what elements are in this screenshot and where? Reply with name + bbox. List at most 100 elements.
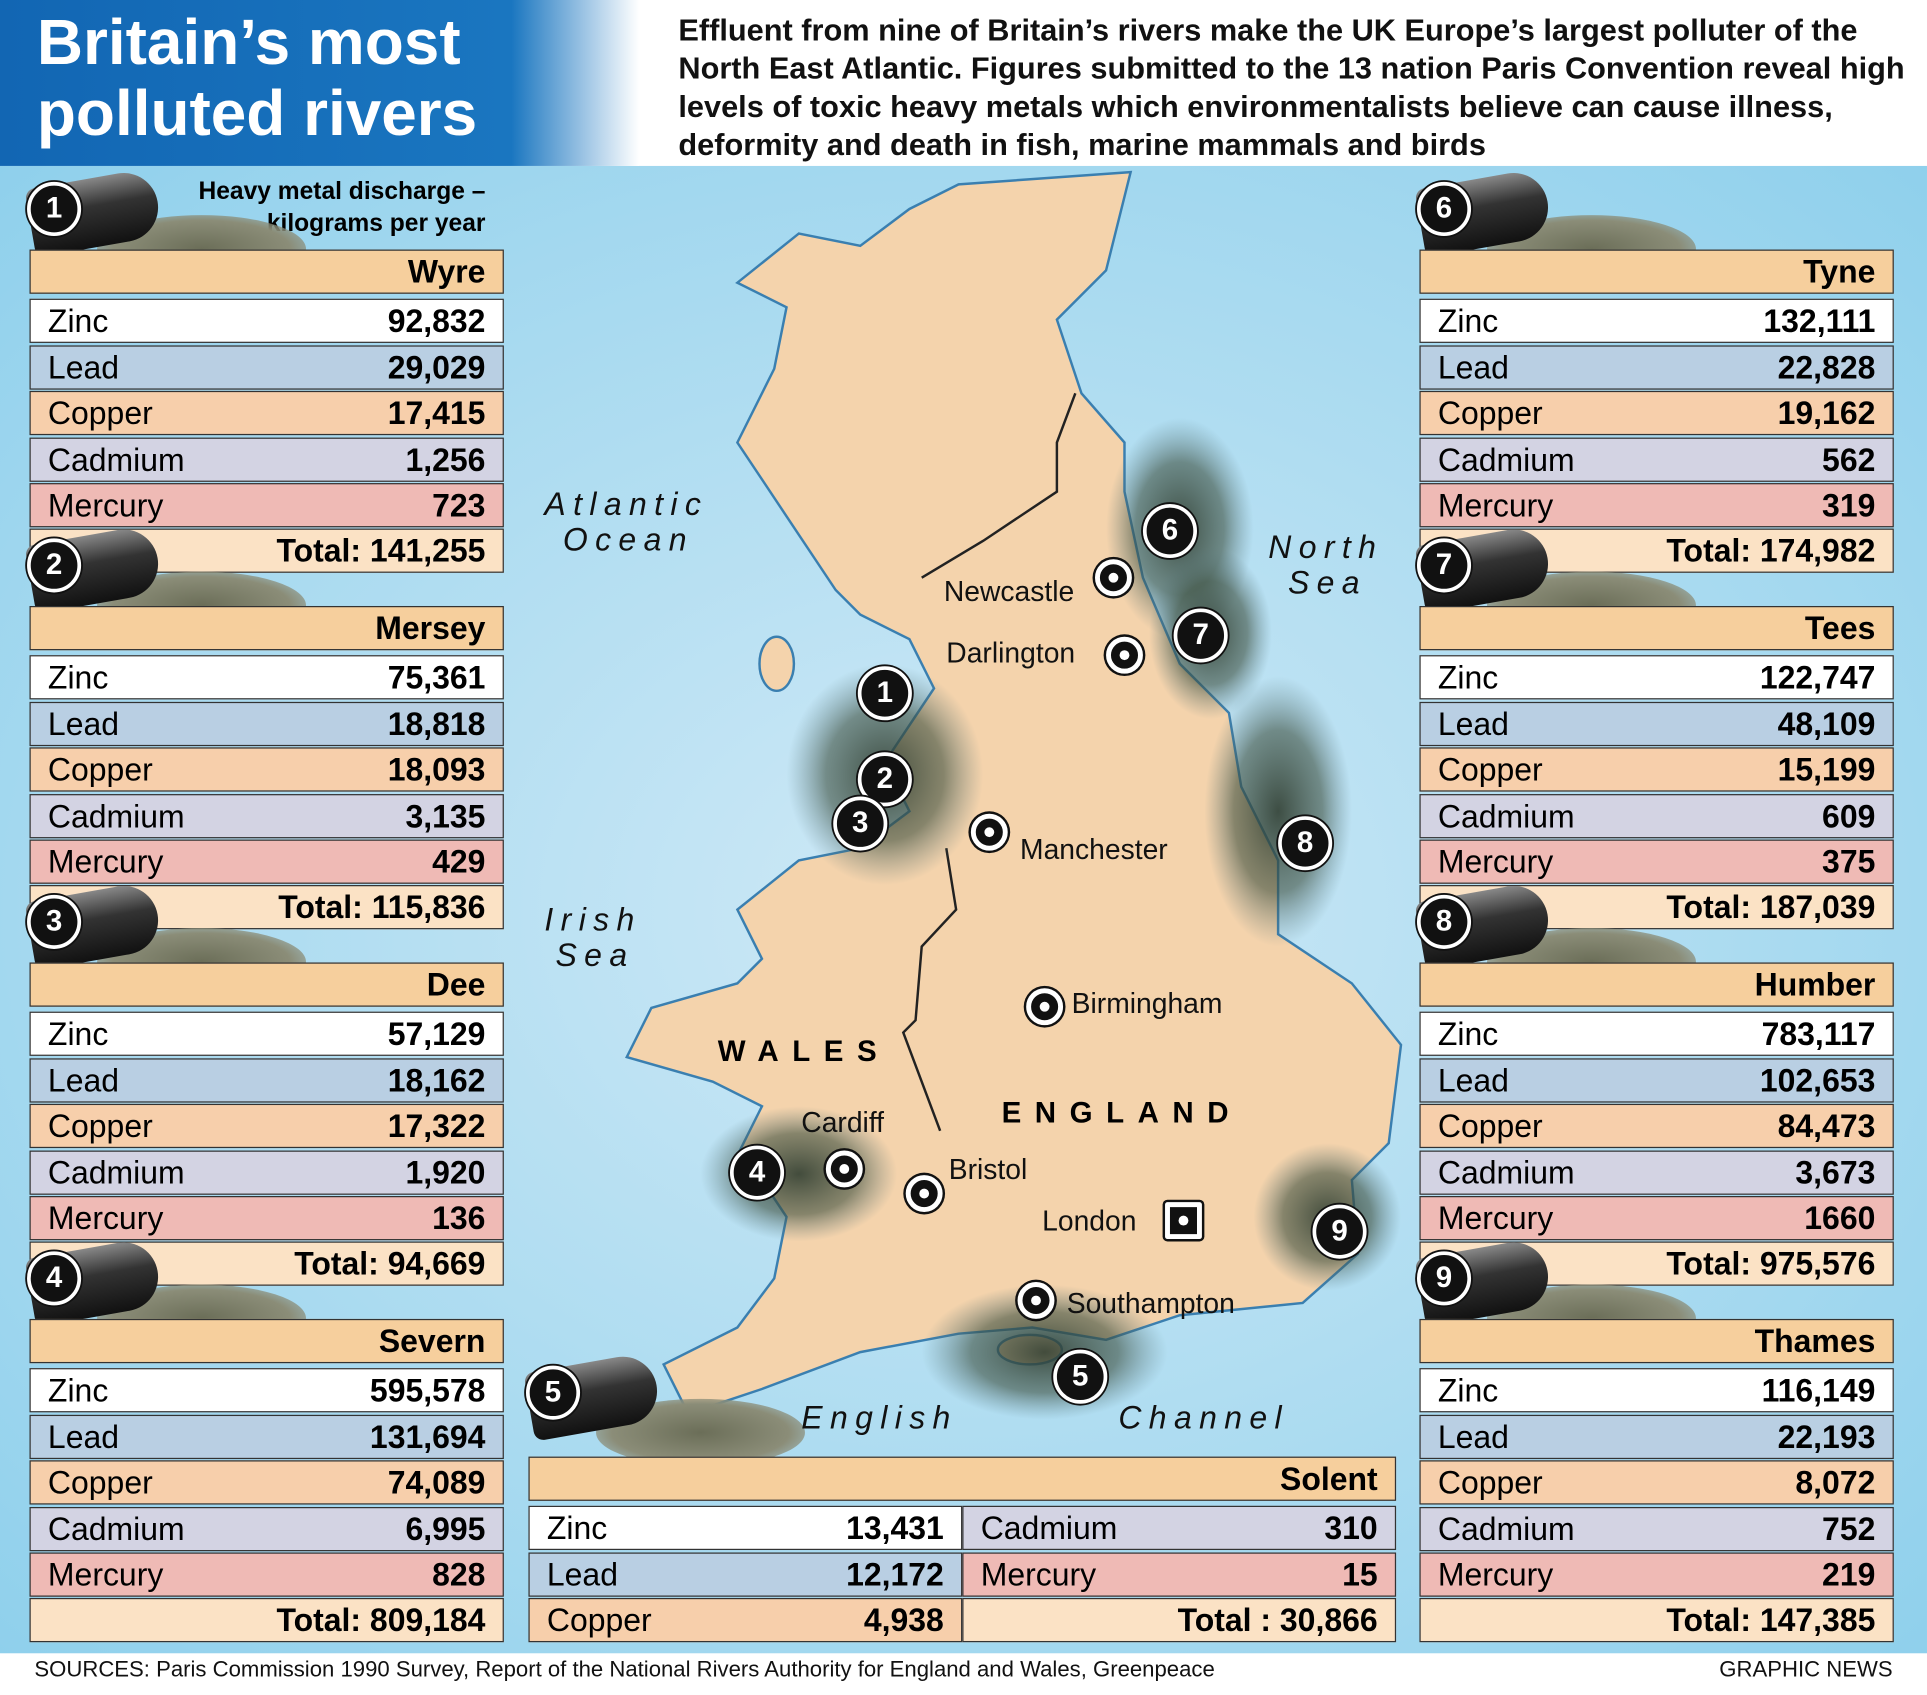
metal-row: Lead 48,109	[1419, 701, 1894, 746]
sea-label: English	[801, 1398, 958, 1436]
metal-row: Cadmium 1,256	[29, 436, 504, 482]
map-river-number: 4	[729, 1145, 785, 1200]
metal-name: Cadmium	[47, 440, 185, 478]
metal-name: Lead	[47, 348, 120, 386]
metal-value: 13,431	[846, 1509, 944, 1547]
sea-label: Sea	[555, 936, 635, 974]
metal-row: Zinc 13,431	[528, 1505, 963, 1551]
river-name-row: Mersey	[29, 605, 504, 651]
metal-name: Cadmium	[1437, 797, 1575, 835]
metal-name: Copper	[1437, 1107, 1543, 1145]
metal-row: Zinc 783,117	[1419, 1011, 1894, 1056]
metal-name: Lead	[47, 1061, 120, 1099]
river-number: 2	[27, 538, 82, 593]
metal-row: Mercury 1660	[1419, 1196, 1894, 1241]
title-line: polluted rivers	[36, 78, 478, 150]
metal-value: 18,818	[387, 704, 486, 742]
metal-row: Cadmium 3,673	[1419, 1149, 1894, 1195]
city-label: Birmingham	[1071, 987, 1223, 1020]
metal-row: Copper 84,473	[1419, 1103, 1894, 1149]
metal-value: 75,361	[387, 658, 486, 696]
total-row: Total: 147,385	[1419, 1597, 1894, 1643]
metal-row: Mercury 828	[29, 1552, 504, 1597]
metal-name: Zinc	[1437, 658, 1499, 696]
intro: Effluent from nine of Britain’s rivers m…	[678, 13, 1905, 163]
metal-name: Mercury	[1437, 486, 1554, 524]
metal-value: 6,995	[405, 1510, 486, 1547]
metal-name: Mercury	[47, 1556, 164, 1594]
sea-label: North	[1268, 528, 1384, 566]
metal-row: Copper 8,072	[1419, 1460, 1894, 1505]
metal-value: 8,072	[1795, 1463, 1876, 1501]
isle-of-man	[758, 635, 796, 693]
city-label: Darlington	[946, 636, 1076, 669]
river-name-row: Solent	[528, 1456, 1397, 1501]
metal-row: Zinc 92,832	[29, 298, 504, 343]
map-river-number: 5	[1053, 1349, 1108, 1404]
credit: GRAPHIC NEWS	[1719, 1656, 1893, 1682]
city-marker	[1026, 988, 1064, 1026]
metal-name: Zinc	[47, 1015, 109, 1053]
metal-name: Copper	[1437, 1463, 1543, 1501]
metal-value: 102,653	[1759, 1061, 1876, 1099]
total: Total: 147,385	[1666, 1601, 1876, 1639]
metal-value: 429	[432, 843, 486, 881]
total: Total: 141,255	[276, 532, 486, 570]
river-number: 8	[1416, 894, 1472, 949]
metal-row: Lead 131,694	[29, 1414, 504, 1459]
metal-value: 609	[1822, 797, 1876, 835]
total: Total: 187,039	[1666, 888, 1876, 926]
metal-value: 1,920	[405, 1153, 486, 1191]
metal-name: Copper	[47, 394, 153, 432]
metal-row: Zinc 57,129	[29, 1011, 504, 1056]
river-number: 6	[1416, 181, 1472, 237]
metal-value: 29,029	[387, 348, 486, 386]
city-label: Newcastle	[943, 575, 1075, 608]
metal-row: Lead 18,818	[29, 701, 504, 746]
metal-value: 74,089	[387, 1463, 486, 1501]
city-marker	[825, 1150, 863, 1188]
metal-row: Lead 22,828	[1419, 344, 1894, 390]
country-label: ENGLAND	[1001, 1096, 1243, 1130]
city-marker	[1094, 559, 1132, 597]
river-number: 4	[27, 1251, 82, 1306]
metal-name: Zinc	[47, 658, 109, 696]
metal-name: Zinc	[1437, 1371, 1499, 1409]
metal-value: 84,473	[1777, 1107, 1876, 1145]
metal-name: Copper	[47, 1463, 153, 1501]
total: Total: 975,576	[1666, 1245, 1876, 1283]
metal-value: 12,172	[846, 1555, 944, 1593]
metal-row: Cadmium 3,135	[29, 793, 504, 838]
city-label: London	[1042, 1204, 1137, 1237]
metal-value: 723	[432, 486, 486, 524]
metal-row: Cadmium 1,920	[29, 1149, 504, 1195]
metal-row: Zinc 116,149	[1419, 1368, 1894, 1413]
metal-row: Copper 74,089	[29, 1460, 504, 1505]
metal-name: Mercury	[47, 1199, 164, 1237]
metal-row: Cadmium 6,995	[29, 1506, 504, 1551]
metal-row: Cadmium 310	[962, 1505, 1397, 1551]
metal-value: 19,162	[1777, 394, 1876, 432]
metal-name: Cadmium	[1437, 440, 1575, 478]
metal-value: 4,938	[863, 1601, 944, 1639]
metal-name: Mercury	[1437, 1199, 1554, 1237]
metal-name: Zinc	[47, 302, 109, 340]
metal-row: Zinc 595,578	[29, 1368, 504, 1413]
metal-name: Cadmium	[1437, 1510, 1575, 1547]
metal-row: Lead 22,193	[1419, 1414, 1894, 1459]
metal-name: Lead	[1437, 704, 1509, 742]
city-marker	[905, 1175, 943, 1212]
sea-label: Ocean	[562, 521, 694, 559]
total-row: Total: 809,184	[29, 1597, 504, 1643]
metal-value: 57,129	[387, 1015, 486, 1053]
metal-name: Cadmium	[47, 1153, 185, 1191]
metal-value: 1660	[1804, 1199, 1876, 1237]
metal-name: Copper	[47, 751, 153, 788]
metal-value: 319	[1822, 486, 1876, 524]
metal-row: Lead 29,029	[29, 344, 504, 390]
metal-name: Mercury	[47, 843, 164, 881]
metal-row: Copper 18,093	[29, 747, 504, 792]
metal-value: 15	[1342, 1555, 1378, 1593]
map-river-number: 9	[1312, 1204, 1367, 1259]
